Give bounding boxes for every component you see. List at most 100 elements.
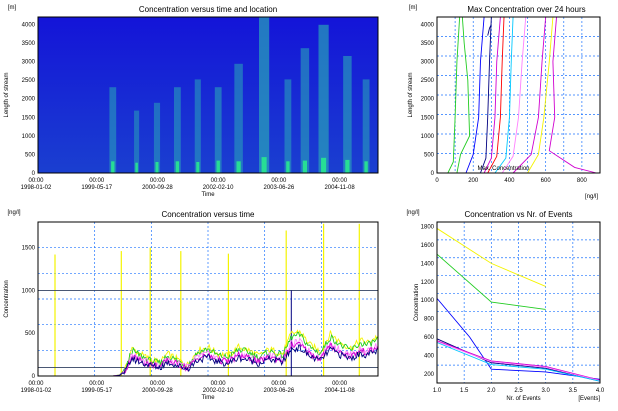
x-tick-label: 200 (468, 178, 479, 184)
heat-band (284, 79, 292, 173)
heat-band (134, 110, 140, 173)
series-line-magenta (548, 16, 597, 174)
series-line-pink (501, 16, 527, 174)
x-tick-label: 2.5 (514, 388, 523, 394)
y-tick-label: 200 (424, 372, 435, 378)
x-tick-label: 2.0 (487, 388, 496, 394)
time-tick-time: 00:00 (211, 178, 227, 184)
x-unit: [ng/l] (585, 194, 598, 200)
y-tick-label: 400 (424, 353, 435, 359)
x-unit: [Events] (578, 396, 600, 402)
heat-band-core (321, 157, 327, 173)
time-tick-date: 2002-02-10 (203, 185, 234, 191)
y-unit: [m] (409, 5, 418, 11)
heat-band (174, 87, 181, 173)
heat-band-core (302, 160, 308, 173)
y-tick-label: 500 (25, 152, 36, 158)
heat-band-core (364, 161, 368, 173)
x-tick-label: 3.0 (541, 388, 550, 394)
heat-band-core (175, 161, 180, 173)
time-tick-time: 00:00 (28, 178, 44, 184)
series-line-green (456, 16, 471, 174)
heat-band-core (135, 162, 138, 173)
series-line-green (447, 16, 461, 174)
y-unit: [m] (8, 5, 17, 11)
series-line-yellow (436, 228, 546, 287)
events-frame (436, 221, 601, 384)
y-tick-label: 800 (424, 317, 435, 323)
heat-band (259, 17, 270, 173)
time-tick-time: 00:00 (332, 178, 348, 184)
series-line-red (487, 16, 505, 174)
y-unit: [ng/l] (7, 210, 20, 216)
series-line-blue (436, 298, 601, 380)
heatmap-frame (37, 16, 379, 174)
series-line-magenta (512, 16, 547, 174)
heat-band (362, 79, 370, 173)
heat-band-core (216, 160, 220, 173)
y-tick-label: 3500 (421, 41, 435, 47)
y-tick-label: 500 (424, 152, 435, 158)
y-tick-label: 1200 (421, 280, 435, 286)
x-tick-label: 800 (577, 178, 588, 184)
series-line-pink (436, 341, 601, 382)
y-tick-label: 4000 (421, 22, 435, 28)
series-line-green (436, 253, 546, 310)
time-tick-date: 1998-01-02 (21, 388, 52, 394)
y-tick-label: 1000 (22, 288, 36, 294)
heat-band-core (261, 157, 267, 173)
y-tick-label: 1000 (22, 134, 36, 140)
y-tick-label: 1000 (421, 134, 435, 140)
heat-band-core (236, 161, 241, 173)
series-line-magenta (483, 16, 501, 174)
y-tick-label: 0 (32, 374, 36, 380)
time-frame (37, 221, 379, 377)
y-tick-label: 1000 (421, 298, 435, 304)
time-tick-date: 2004-11-08 (324, 388, 355, 394)
series-line-cyan (494, 16, 514, 174)
x-tick-label: 0 (435, 178, 439, 184)
heat-band (318, 24, 329, 173)
y-unit: [ng/l] (406, 210, 419, 216)
time-tick-date: 2002-02-10 (203, 388, 234, 394)
y-axis-label: Concentration (414, 284, 420, 321)
y-tick-label: 2000 (421, 97, 435, 103)
y-tick-label: 2500 (421, 78, 435, 84)
time-tick-date: 1999-05-17 (81, 185, 112, 191)
x-tick-label: 600 (541, 178, 552, 184)
time-tick-date: 2000-09-28 (142, 388, 173, 394)
heat-band-core (196, 162, 200, 173)
heat-band (343, 56, 352, 173)
heat-band (214, 87, 222, 173)
time-tick-time: 00:00 (28, 381, 44, 387)
y-tick-label: 2500 (22, 78, 36, 84)
chart-title: Concentration versus time (162, 210, 255, 219)
heat-band (194, 79, 201, 173)
x-tick-label: 4.0 (596, 388, 605, 394)
time-tick-time: 00:00 (89, 381, 105, 387)
time-tick-time: 00:00 (332, 381, 348, 387)
series-line-navy (480, 16, 492, 174)
y-tick-label: 600 (424, 335, 435, 341)
y-tick-label: 1600 (421, 243, 435, 249)
time-tick-date: 1998-01-02 (21, 185, 52, 191)
heat-band-core (286, 161, 290, 173)
y-tick-label: 2000 (22, 97, 36, 103)
x-tick-label: 3.5 (569, 388, 578, 394)
heat-band (300, 48, 310, 174)
time-tick-time: 00:00 (150, 178, 166, 184)
chart-title: Concentration versus time and location (139, 5, 277, 14)
y-tick-label: 4000 (22, 22, 36, 28)
chart-title: Concentration vs Nr. of Events (464, 210, 572, 219)
x-axis-label: Time (201, 192, 215, 198)
heat-band-core (155, 162, 159, 173)
series-line-magenta (436, 340, 601, 381)
heat-band (153, 102, 161, 173)
y-tick-label: 1500 (421, 115, 435, 121)
heat-band-core (345, 159, 350, 173)
series-line-navy (487, 24, 492, 36)
x-axis-label: Time (201, 395, 215, 401)
x-axis-label: Nr. of Events (506, 396, 540, 402)
time-tick-time: 00:00 (271, 178, 287, 184)
